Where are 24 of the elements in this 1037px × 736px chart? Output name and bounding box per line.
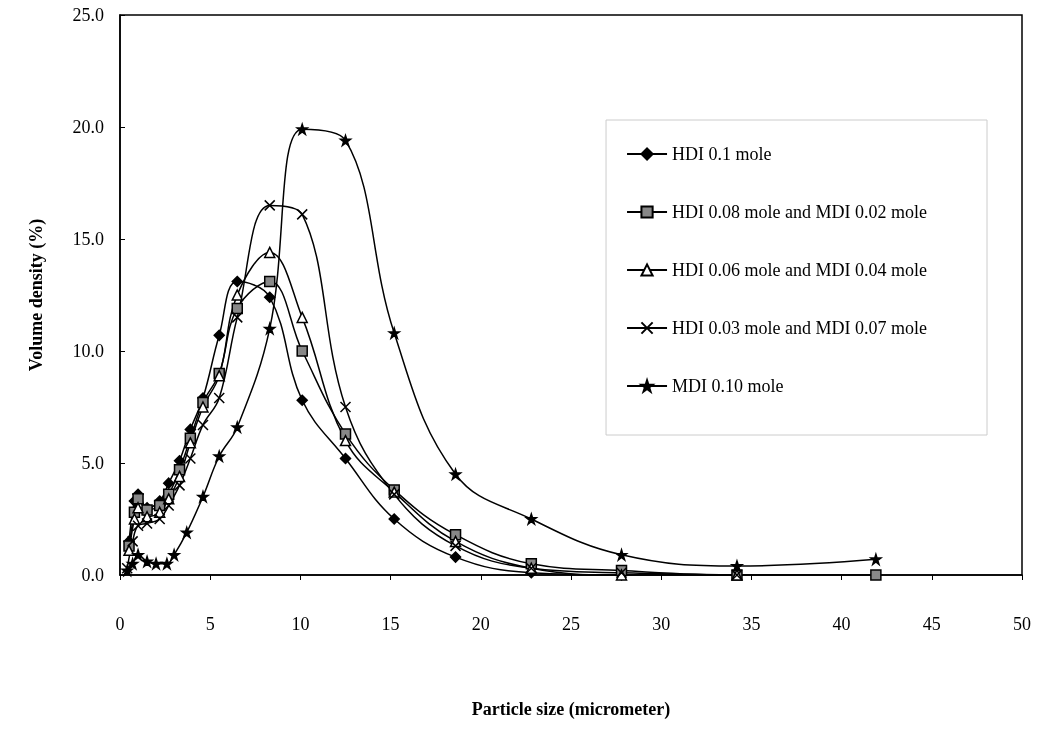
x-tick-label: 50 [1013,614,1031,634]
y-tick-label: 25.0 [72,5,104,25]
x-tick-label: 15 [381,614,400,634]
y-tick-label: 5.0 [81,453,104,473]
legend-label: HDI 0.08 mole and MDI 0.02 mole [672,202,928,222]
legend-label: HDI 0.03 mole and MDI 0.07 mole [672,318,928,338]
x-tick-label: 45 [922,614,941,634]
x-tick-label: 25 [562,614,580,634]
x-tick-label: 30 [652,614,671,634]
legend-label: HDI 0.06 mole and MDI 0.04 mole [672,260,928,280]
x-tick-label: 5 [205,614,215,634]
y-axis-title: Volume density (%) [26,218,47,372]
x-axis-title: Particle size (micrometer) [471,699,671,720]
y-tick-label: 10.0 [72,341,104,361]
y-tick-label: 0.0 [81,565,104,585]
x-tick-label: 35 [742,614,761,634]
y-tick-label: 15.0 [72,229,104,249]
y-tick-label: 20.0 [72,117,104,137]
x-tick-label: 0 [115,614,125,634]
legend-label: MDI 0.10 mole [672,376,784,396]
x-tick-label: 10 [291,614,310,634]
legend-label: HDI 0.1 mole [672,144,772,164]
x-tick-label: 40 [832,614,851,634]
x-tick-label: 20 [471,614,490,634]
